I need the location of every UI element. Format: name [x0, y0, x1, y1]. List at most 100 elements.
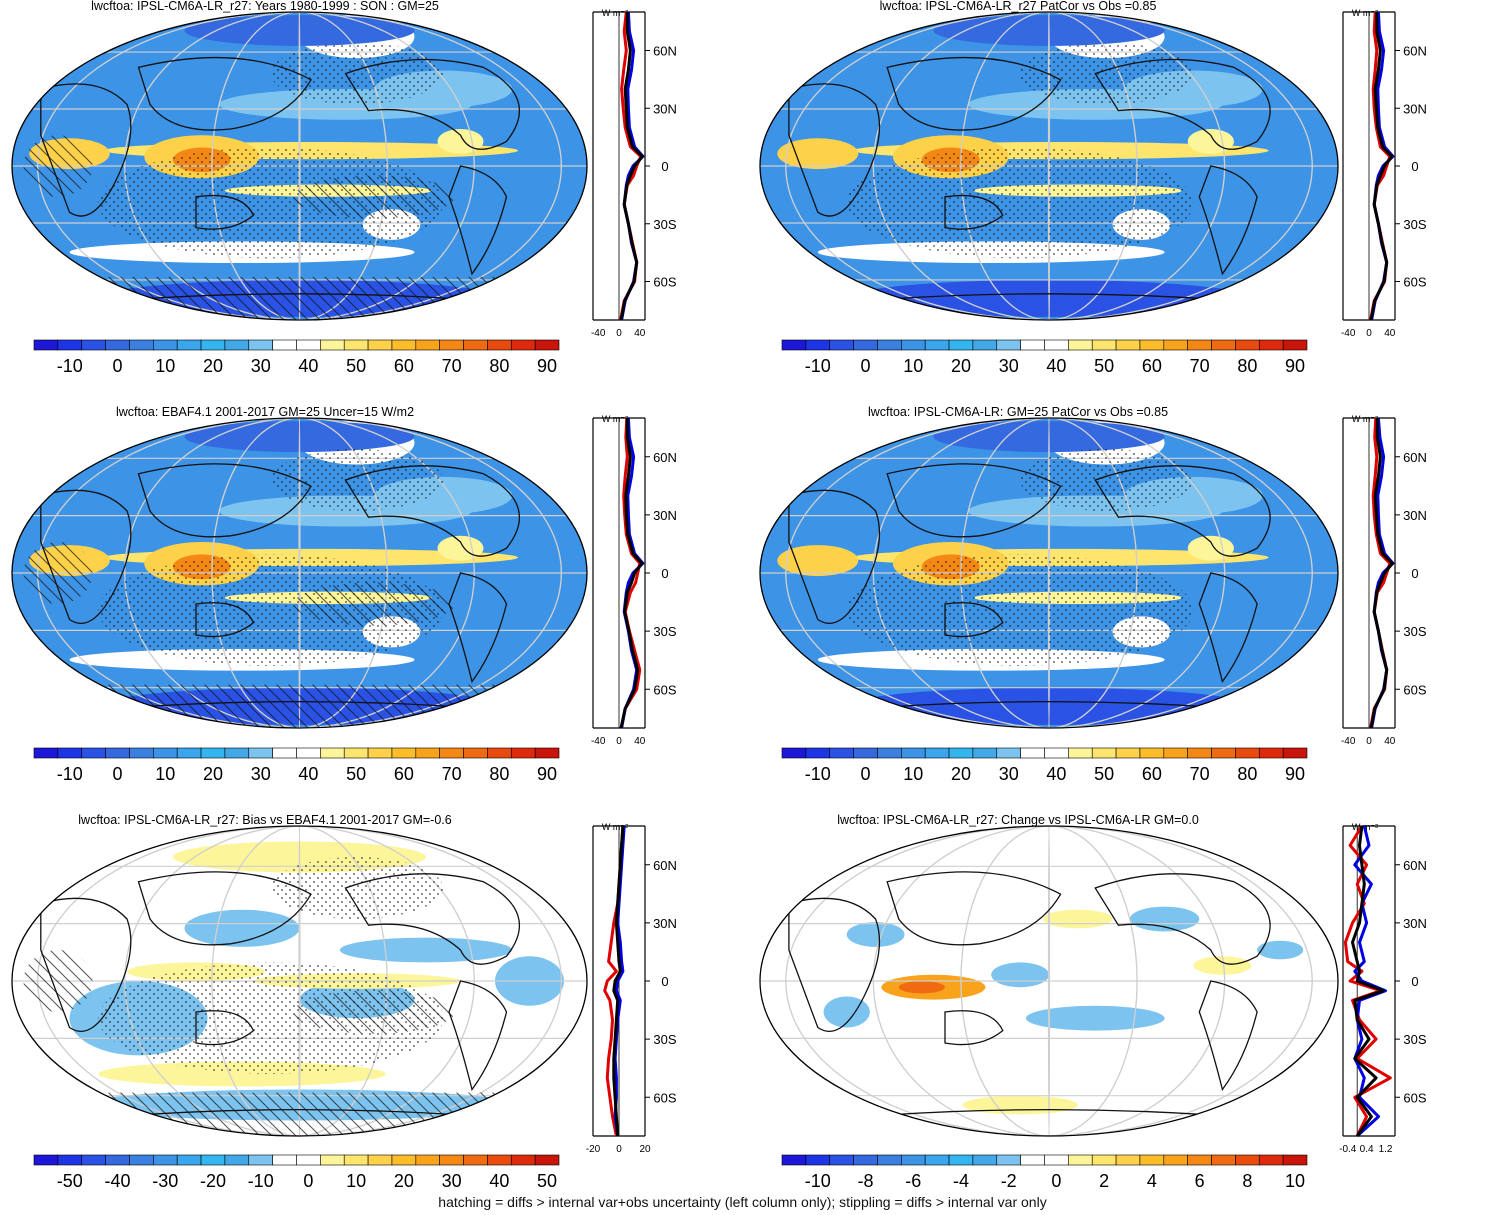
colorbar-tick-label: -10 — [805, 764, 831, 784]
colorbar-tick-label: 80 — [1237, 356, 1257, 376]
colorbar-tick-label: -30 — [152, 1171, 178, 1191]
map-coastline-3 — [886, 463, 1062, 538]
footnote: hatching = diffs > internal var+obs unce… — [438, 1194, 1047, 1210]
colorbar-tick-label: 30 — [999, 764, 1019, 784]
colorbar-box — [463, 747, 488, 759]
colorbar-box — [487, 339, 512, 351]
colorbar-box — [1044, 339, 1069, 351]
colorbar-box — [224, 339, 250, 351]
colorbar-box — [343, 1154, 369, 1166]
colorbar-tick-label: 20 — [203, 356, 223, 376]
colorbar-box — [1187, 747, 1212, 759]
map-stippling — [98, 962, 444, 1074]
colorbar-2: -10 0 10 20 30 40 50 60 70 80 90 — [781, 339, 1308, 376]
zonal-ytick-label: 30N — [653, 916, 677, 931]
colorbar-tick-label: 20 — [203, 764, 223, 784]
colorbar-box — [1115, 1154, 1141, 1166]
colorbar-box — [853, 747, 878, 759]
map-contour-6 — [777, 138, 859, 170]
map-title: lwcftoa: IPSL-CM6A-LR_r27: Years 1980-19… — [91, 0, 439, 13]
map-meridian — [124, 418, 475, 728]
colorbar-box — [320, 747, 345, 759]
map-stippling — [270, 857, 444, 919]
map-contour-7 — [437, 129, 484, 154]
map-hatching — [23, 950, 93, 1012]
colorbar-box — [924, 339, 950, 351]
colorbar-box — [781, 1154, 807, 1166]
map-contour-3 — [339, 937, 513, 963]
colorbar-box — [1091, 747, 1117, 759]
colorbar-box — [415, 1154, 440, 1166]
colorbar-tick-label: 60 — [1142, 356, 1162, 376]
colorbar-box — [972, 339, 998, 351]
map-coastline-2 — [788, 897, 881, 1032]
zonal-xtick-label: 0 — [616, 736, 622, 747]
colorbar-box — [439, 1154, 464, 1166]
map-meridian — [872, 418, 1226, 728]
map-border — [759, 11, 1339, 321]
map-meridian — [872, 826, 1226, 1136]
zonal-ytick-label: 60S — [653, 682, 676, 697]
map-panel-5: lwcftoa: IPSL-CM6A-LR_r27: Bias vs EBAF4… — [11, 813, 588, 1137]
zonal-line-model — [1343, 825, 1392, 1137]
colorbar-box — [1091, 1154, 1117, 1166]
colorbar-box — [1115, 339, 1141, 351]
colorbar-box — [1187, 339, 1212, 351]
zonal-ytick-label: 60S — [1403, 682, 1426, 697]
colorbar-box — [1091, 339, 1117, 351]
colorbar-box — [1139, 747, 1165, 759]
zonal-ytick-label: 30S — [1403, 1032, 1426, 1047]
colorbar-tick-label: 10 — [903, 356, 923, 376]
colorbar-box — [1139, 339, 1165, 351]
colorbar-tick-label: 0 — [861, 356, 871, 376]
map-border — [11, 11, 588, 321]
colorbar-box — [853, 339, 878, 351]
colorbar-box — [996, 339, 1021, 351]
colorbar-box — [853, 1154, 878, 1166]
colorbar-box — [829, 339, 854, 351]
colorbar-box — [129, 339, 154, 351]
colorbar-box — [248, 747, 273, 759]
zonal-ytick-label: 30S — [653, 1032, 676, 1047]
map-contour-2 — [184, 909, 300, 947]
zonal-ytick-label: 0 — [1411, 159, 1418, 174]
colorbar-box — [1020, 339, 1045, 351]
map-hatching — [12, 1092, 587, 1136]
colorbar-box — [1211, 339, 1236, 351]
colorbar-box — [901, 1154, 926, 1166]
map-hatching — [12, 684, 587, 728]
colorbar-box — [948, 747, 974, 759]
colorbar-box — [510, 747, 536, 759]
colorbar-box — [248, 1154, 273, 1166]
zonal-ytick-label: 60N — [1403, 44, 1427, 59]
colorbar-box — [153, 339, 178, 351]
colorbar-box — [81, 747, 106, 759]
colorbar-box — [343, 339, 369, 351]
colorbar-box — [534, 1154, 560, 1166]
map-meridian — [960, 826, 1138, 1136]
colorbar-box — [200, 747, 226, 759]
map-meridian — [124, 826, 475, 1136]
map-panel-3: lwcftoa: EBAF4.1 2001-2017 GM=25 Uncer=1… — [11, 405, 588, 729]
colorbar-box — [200, 339, 226, 351]
colorbar-tick-label: 2 — [1099, 1171, 1109, 1191]
colorbar-box — [805, 339, 831, 351]
zonal-xtick-label: -20 — [586, 1144, 601, 1155]
colorbar-box — [1115, 747, 1141, 759]
colorbar-box — [510, 339, 536, 351]
map-stippling — [270, 42, 444, 105]
colorbar-box — [1258, 747, 1284, 759]
map-hatching — [293, 175, 455, 219]
map-contour-7 — [1043, 909, 1113, 929]
colorbar-box — [877, 1154, 902, 1166]
colorbar-tick-label: -4 — [953, 1171, 969, 1191]
colorbar-box — [320, 339, 345, 351]
map-border — [759, 417, 1339, 729]
zonal-xtick-label: -0.4 — [1339, 1144, 1357, 1155]
map-coastline-4 — [944, 1010, 1004, 1046]
map-meridian — [785, 12, 1313, 320]
map-contour-6 — [846, 922, 905, 947]
colorbar-tick-label: 40 — [298, 764, 318, 784]
zonal-xtick-label: -40 — [1341, 328, 1356, 339]
